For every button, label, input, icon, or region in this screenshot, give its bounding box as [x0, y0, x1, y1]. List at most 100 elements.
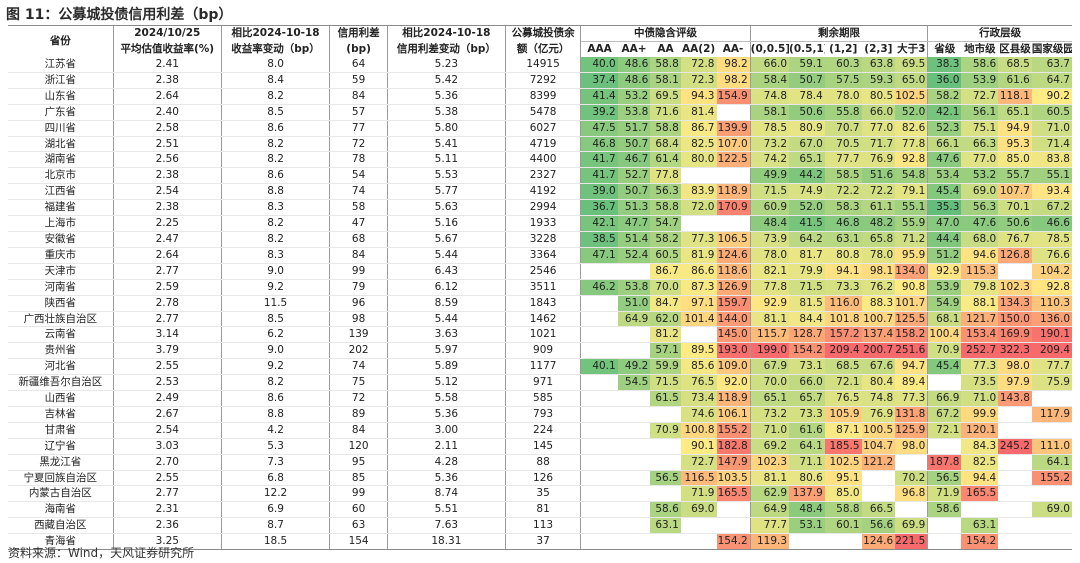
- metric-cell: 2.64: [113, 88, 222, 105]
- spread-cell: 80.0: [680, 151, 717, 169]
- metric-cell: 2.11: [387, 438, 506, 455]
- spread-cell: [580, 342, 618, 360]
- spread-cell: 56.1: [961, 104, 999, 121]
- spread-cell: 94.6: [961, 247, 999, 264]
- table-row: 辽宁省 3.03 5.3 120 2.11 145 90.1 182.8 69.2 64.1 185…: [8, 438, 1072, 455]
- spread-cell: [998, 454, 1032, 471]
- metric-cell: 5.63: [387, 199, 506, 217]
- spread-cell: [617, 422, 651, 439]
- table-row: 江西省 2.54 8.8 74 5.77 4192 39.0 50.7 56.3 83.9 118.…: [8, 183, 1072, 201]
- spread-cell: 104.2: [1031, 263, 1072, 280]
- spread-cell: 58.2: [927, 88, 962, 105]
- spread-cell: 95.9: [895, 247, 929, 264]
- spread-cell: 115.7: [750, 326, 790, 344]
- header-group-term: 剩余期限: [750, 25, 929, 42]
- metric-cell: 8.2: [221, 88, 331, 105]
- metric-cell: 6.9: [221, 501, 331, 519]
- province-cell: 宁夏回族自治区: [8, 470, 114, 487]
- spread-cell: 47.6: [961, 215, 999, 232]
- metric-cell: 3228: [505, 231, 582, 248]
- spread-cell: 58.8: [650, 120, 681, 137]
- metric-cell: 99: [329, 485, 388, 503]
- spread-cell: 73.3: [824, 279, 862, 296]
- metric-cell: 2546: [505, 263, 582, 280]
- source-note: 资料来源：Wind，天风证券研究所: [8, 546, 195, 560]
- spread-cell: 147.9: [716, 454, 751, 471]
- metric-cell: 2.40: [113, 104, 222, 121]
- table-row: 内蒙古自治区 2.77 12.2 99 8.74 35 71.9 165.5 62.9 137.9…: [8, 485, 1072, 503]
- spread-cell: 41.4: [580, 88, 618, 105]
- table-row: 北京市 2.38 8.6 54 5.53 2327 41.7 52.7 77.8 49.9 44.2…: [8, 167, 1072, 185]
- spread-cell: 53.8: [617, 279, 651, 296]
- spread-cell: 41.7: [580, 151, 618, 169]
- spread-cell: 63.7: [1031, 57, 1072, 73]
- metric-cell: 14915: [505, 57, 582, 73]
- header-group-rating: 中债隐含评级: [580, 25, 751, 42]
- spread-cell: 58.8: [650, 199, 681, 217]
- spread-cell: 159.7: [716, 295, 751, 312]
- header-term-1: (0.5,1]: [789, 41, 825, 57]
- spread-cell: 81.1: [750, 311, 790, 328]
- metric-cell: 75: [329, 374, 388, 392]
- spread-cell: 68.5: [998, 57, 1032, 73]
- header-col2-line1: 相比2024-10-18: [221, 25, 331, 42]
- spread-cell: 155.2: [1031, 470, 1072, 487]
- spread-cell: 76.2: [861, 279, 896, 296]
- spread-cell: 42.1: [927, 104, 962, 121]
- spread-cell: 72.7: [680, 454, 717, 471]
- spread-cell: [789, 533, 825, 551]
- spread-cell: 82.6: [895, 120, 929, 137]
- header-rating-aa-plus: AA+: [617, 41, 651, 57]
- spread-cell: 85.0: [998, 151, 1032, 169]
- metric-cell: 8.3: [221, 199, 331, 217]
- spread-cell: 121.7: [961, 311, 999, 328]
- metric-cell: 2.77: [113, 485, 222, 503]
- spread-cell: 97.1: [680, 295, 717, 312]
- spread-cell: 55.1: [1031, 167, 1072, 185]
- metric-cell: 5.38: [387, 104, 506, 121]
- province-cell: 河北省: [8, 358, 114, 376]
- spread-cell: 41.7: [580, 167, 618, 185]
- spread-cell: 92.9: [927, 263, 962, 280]
- metric-cell: 5.36: [387, 406, 506, 423]
- spread-cell: 67.9: [750, 358, 790, 376]
- spread-cell: 118.6: [716, 263, 751, 280]
- spread-cell: 76.7: [998, 231, 1032, 248]
- spread-cell: 252.7: [961, 342, 999, 360]
- spread-cell: 45.4: [927, 358, 962, 376]
- table-row: 吉林省 2.67 8.8 89 5.36 793 74.6 106.1 73.2 73.3 105.…: [8, 406, 1072, 423]
- metric-cell: 98: [329, 311, 388, 328]
- spread-cell: 200.7: [861, 342, 896, 360]
- metric-cell: 58: [329, 199, 388, 217]
- spread-cell: 111.0: [1031, 438, 1072, 455]
- spread-cell: 101.8: [824, 311, 862, 328]
- spread-cell: 65.7: [789, 390, 825, 407]
- table-row: 湖北省 2.51 8.2 72 5.41 4719 46.8 50.7 68.4 82.5 107.…: [8, 136, 1072, 153]
- spread-cell: [617, 501, 651, 519]
- spread-cell: 92.8: [895, 151, 929, 169]
- spread-cell: 115.3: [961, 263, 999, 280]
- spread-cell: [1031, 422, 1072, 439]
- spread-cell: 116.0: [824, 295, 862, 312]
- metric-cell: 57: [329, 104, 388, 121]
- metric-cell: 8.6: [221, 390, 331, 407]
- spread-cell: 38.3: [927, 57, 962, 73]
- spread-cell: 78.5: [1031, 231, 1072, 248]
- spread-cell: 63.1: [961, 517, 999, 535]
- spread-cell: 64.2: [789, 231, 825, 248]
- metric-cell: 3.79: [113, 342, 222, 360]
- spread-cell: [580, 422, 618, 439]
- province-cell: 安徽省: [8, 231, 114, 248]
- spread-cell: 73.9: [750, 231, 790, 248]
- metric-cell: 2.38: [113, 199, 222, 217]
- spread-cell: 53.8: [617, 104, 651, 121]
- metric-cell: 4.28: [387, 454, 506, 471]
- table-row: 甘肃省 2.54 4.2 84 3.00 224 70.9 100.8 155.2 71.0 61.…: [8, 422, 1072, 439]
- spread-cell: 101.7: [895, 295, 929, 312]
- spread-cell: [927, 533, 962, 551]
- spread-cell: 72.0: [680, 199, 717, 217]
- spread-cell: 35.3: [927, 199, 962, 217]
- spread-cell: 74.8: [750, 88, 790, 105]
- spread-cell: [580, 517, 618, 535]
- spread-cell: 119.3: [750, 533, 790, 551]
